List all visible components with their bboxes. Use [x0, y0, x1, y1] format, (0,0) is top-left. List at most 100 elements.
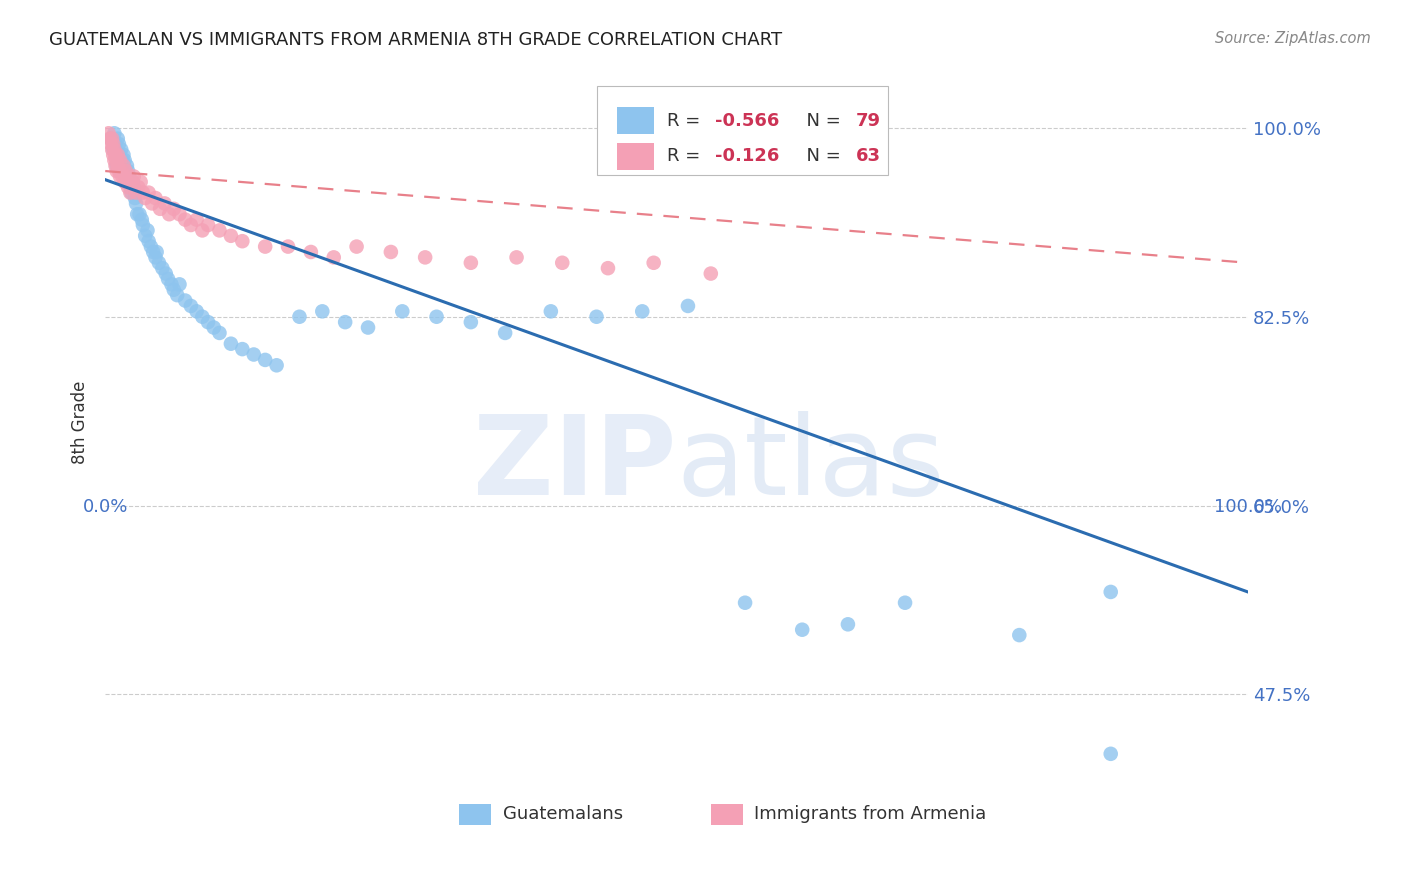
Point	[202, 320, 225, 334]
Point	[97, 126, 120, 140]
Text: -0.126: -0.126	[716, 147, 780, 165]
Point	[266, 359, 288, 373]
Point	[110, 143, 132, 157]
Point	[391, 304, 413, 318]
Point	[792, 623, 814, 637]
Point	[138, 234, 160, 248]
Y-axis label: 8th Grade: 8th Grade	[72, 380, 89, 464]
Point	[191, 223, 214, 237]
Point	[149, 202, 172, 216]
Point	[103, 143, 125, 157]
Point	[346, 239, 368, 253]
FancyBboxPatch shape	[460, 804, 492, 825]
Point	[108, 148, 131, 162]
Point	[108, 153, 131, 168]
Point	[114, 175, 136, 189]
Point	[1099, 585, 1122, 599]
Point	[125, 196, 148, 211]
Point	[380, 244, 402, 259]
Point	[197, 218, 219, 232]
Point	[169, 207, 191, 221]
Point	[103, 148, 125, 162]
Text: 79: 79	[856, 112, 882, 129]
Point	[105, 164, 128, 178]
Point	[115, 175, 138, 189]
Point	[121, 186, 143, 200]
Point	[148, 256, 170, 270]
Point	[124, 191, 146, 205]
Point	[105, 148, 128, 162]
Point	[191, 310, 214, 324]
Point	[122, 169, 145, 184]
Point	[180, 299, 202, 313]
Point	[231, 342, 253, 356]
Point	[114, 175, 136, 189]
Point	[118, 169, 141, 184]
Point	[114, 164, 136, 178]
Point	[110, 164, 132, 178]
Text: -0.566: -0.566	[716, 112, 780, 129]
Point	[134, 228, 156, 243]
Point	[894, 596, 917, 610]
Point	[299, 244, 322, 259]
Point	[122, 180, 145, 194]
Point	[460, 256, 482, 270]
Point	[127, 180, 149, 194]
Point	[426, 310, 449, 324]
Point	[150, 261, 173, 276]
Point	[197, 315, 219, 329]
Point	[117, 180, 139, 194]
Text: 0.0%: 0.0%	[83, 499, 128, 516]
Point	[134, 191, 156, 205]
FancyBboxPatch shape	[596, 87, 889, 175]
Text: N =: N =	[796, 147, 846, 165]
Point	[100, 131, 122, 145]
Point	[105, 153, 128, 168]
Point	[103, 153, 125, 168]
Point	[108, 169, 131, 184]
Point	[100, 137, 122, 152]
Point	[142, 244, 165, 259]
Point	[112, 159, 135, 173]
Point	[208, 223, 231, 237]
Point	[169, 277, 191, 292]
Point	[180, 218, 202, 232]
Point	[112, 159, 135, 173]
Point	[700, 267, 723, 281]
Point	[117, 164, 139, 178]
Point	[141, 196, 163, 211]
Point	[174, 293, 197, 308]
Point	[103, 143, 125, 157]
Point	[103, 137, 125, 152]
Point	[231, 234, 253, 248]
Point	[103, 126, 125, 140]
Point	[115, 159, 138, 173]
Point	[153, 196, 176, 211]
Text: R =: R =	[668, 112, 706, 129]
Point	[254, 352, 277, 367]
Point	[136, 223, 159, 237]
Point	[112, 148, 135, 162]
Point	[219, 336, 242, 351]
Point	[107, 159, 129, 173]
Text: ZIP: ZIP	[474, 411, 676, 518]
Point	[643, 256, 665, 270]
Point	[108, 137, 131, 152]
Point	[160, 277, 183, 292]
Point	[219, 228, 242, 243]
Text: Guatemalans: Guatemalans	[503, 805, 623, 823]
Point	[108, 164, 131, 178]
Point	[132, 186, 155, 200]
Point	[125, 186, 148, 200]
Point	[186, 212, 208, 227]
Point	[105, 159, 128, 173]
Point	[145, 244, 167, 259]
Point	[163, 202, 186, 216]
Text: atlas: atlas	[676, 411, 945, 518]
FancyBboxPatch shape	[711, 804, 742, 825]
Point	[254, 239, 277, 253]
Point	[596, 261, 619, 276]
Point	[108, 164, 131, 178]
Point	[1099, 747, 1122, 761]
Point	[494, 326, 516, 340]
